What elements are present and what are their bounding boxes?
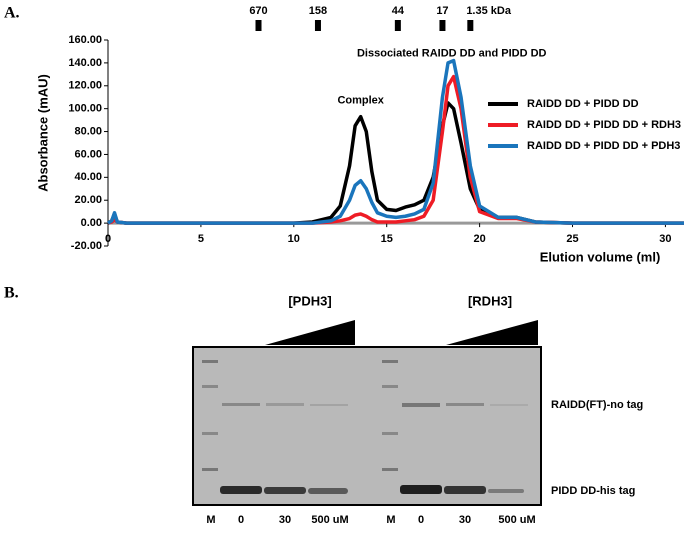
lane-label: M (386, 514, 395, 526)
y-tick-label: 60.00 (74, 148, 102, 160)
x-tick-label: 10 (288, 233, 300, 245)
lane-label: 30 (279, 514, 291, 526)
size-marker-label: 158 (309, 5, 327, 17)
legend-label: RAIDD DD + PIDD DD (527, 98, 639, 110)
y-tick-label: 160.00 (68, 34, 102, 46)
lane-label: M (206, 514, 215, 526)
series-line (107, 58, 684, 225)
y-tick-label: 120.00 (68, 80, 102, 92)
lane-label: 500 uM (311, 514, 348, 526)
x-tick-label: 30 (659, 233, 671, 245)
size-marker (467, 20, 474, 31)
size-marker (394, 20, 401, 31)
size-marker (314, 20, 321, 31)
band-label: PIDD DD-his tag (551, 485, 635, 497)
size-marker-label: 17 (436, 5, 448, 17)
y-tick-label: 40.00 (74, 171, 102, 183)
legend-label: RAIDD DD + PIDD DD + PDH3 (527, 140, 680, 152)
lane-label: 30 (459, 514, 471, 526)
gel (192, 346, 542, 506)
group-label: [RDH3] (468, 293, 512, 308)
x-tick-label: 15 (381, 233, 393, 245)
x-tick-label: 5 (198, 233, 204, 245)
x-tick-label: 20 (473, 233, 485, 245)
y-tick-label: -20.00 (71, 240, 102, 252)
gradient-wedge (446, 320, 538, 345)
y-axis-label: Absorbance (mAU) (35, 74, 50, 192)
annotation: Complex (337, 95, 384, 107)
gradient-wedge (265, 320, 355, 345)
lane-label: 0 (418, 514, 424, 526)
y-tick-label: 100.00 (68, 103, 102, 115)
x-tick-label: 25 (566, 233, 578, 245)
y-tick-label: 0.00 (81, 217, 102, 229)
size-marker-label: 44 (392, 5, 405, 17)
annotation: Dissociated RAIDD DD and PIDD DD (357, 48, 547, 60)
lane-label: 500 uM (498, 514, 535, 526)
legend-label: RAIDD DD + PIDD DD + RDH3 (527, 119, 681, 131)
x-axis-label: Elution volume (ml) (540, 249, 661, 264)
y-tick-label: 140.00 (68, 57, 102, 69)
y-tick-label: 20.00 (74, 194, 102, 206)
panel-label: A. (4, 5, 20, 22)
group-label: [PDH3] (288, 293, 331, 308)
gel-bands (202, 360, 528, 494)
lane-label: 0 (238, 514, 244, 526)
y-tick-label: 80.00 (74, 125, 102, 137)
size-marker-label: 1.35 kDa (466, 5, 512, 17)
size-marker (439, 20, 446, 31)
panel-label: B. (4, 285, 19, 302)
x-tick-label: 0 (105, 233, 111, 245)
size-marker (255, 20, 262, 31)
band-label: RAIDD(FT)-no tag (551, 399, 643, 411)
size-marker-label: 670 (249, 5, 267, 17)
